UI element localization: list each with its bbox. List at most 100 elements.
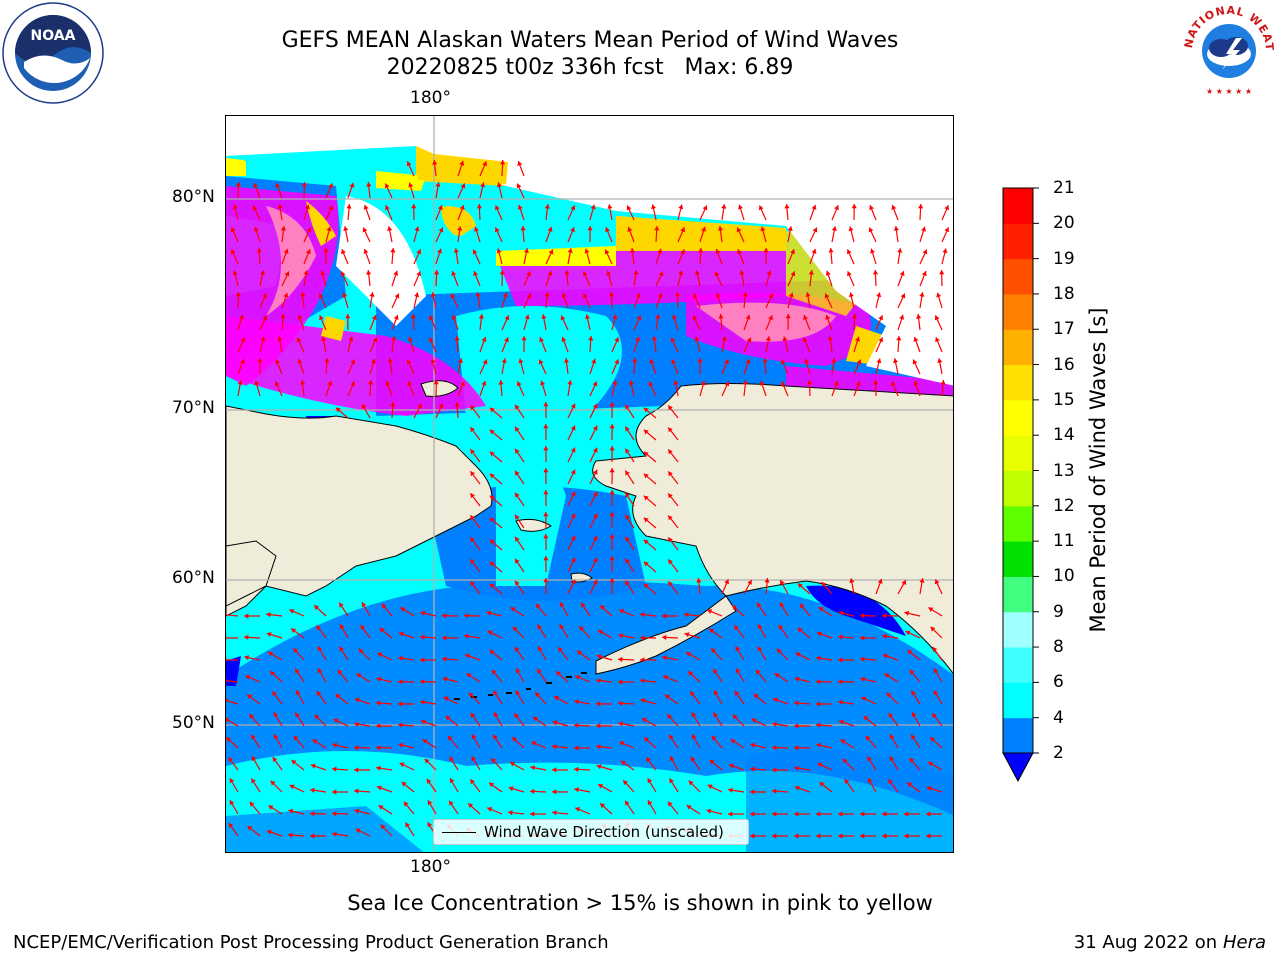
wind-arrow-head (855, 381, 861, 387)
wind-arrow-head (433, 380, 439, 385)
wind-arrow-head (592, 447, 598, 453)
wind-arrow-head (585, 314, 590, 320)
colorbar-label: Mean Period of Wind Waves [s] (1086, 307, 1110, 633)
wind-arrow-head (345, 314, 351, 319)
wind-arrow-head (918, 204, 924, 209)
wind-arrow-head (235, 292, 241, 297)
wind-arrow-head (226, 678, 227, 684)
wind-arrow-head (247, 694, 253, 700)
wind-arrow-head (618, 700, 623, 706)
wind-arrow-head (280, 226, 286, 231)
wind-arrow-head (794, 723, 799, 729)
wind-arrow-head (724, 381, 730, 387)
wind-arrow-head (435, 182, 441, 187)
wind-arrow-head (643, 561, 649, 567)
wind-arrow-head (340, 271, 346, 277)
wind-arrow-head (803, 315, 808, 321)
wind-arrow-head (625, 404, 630, 410)
wind-arrow-head (684, 612, 689, 618)
wind-arrow-head (575, 807, 581, 812)
wind-arrow-head (596, 744, 601, 750)
wind-arrow-head (316, 691, 322, 696)
wind-arrow-head (277, 204, 283, 209)
wind-arrow-head (574, 787, 579, 793)
wind-arrow-head (643, 495, 649, 501)
wind-arrow-head (736, 227, 742, 233)
wind-arrow-head (581, 602, 586, 608)
bottom-longitude-label: 180° (410, 857, 451, 877)
wind-arrow-head (784, 204, 790, 209)
wind-arrow-head (588, 336, 594, 341)
wind-arrow-head (865, 735, 871, 741)
wind-arrow-head (249, 801, 255, 807)
colorbar-tick-label: 2 (1053, 743, 1064, 763)
wind-arrow-head (335, 407, 341, 413)
wind-arrow-head (284, 271, 290, 277)
wind-arrow-head (291, 628, 297, 634)
wind-arrow-head (398, 631, 404, 637)
wind-arrow-head (544, 292, 550, 297)
wind-arrow-head (912, 359, 918, 365)
wind-arrow-head (238, 314, 244, 320)
wind-arrow-head (489, 473, 495, 479)
wind-arrow-head (482, 359, 488, 365)
wind-arrow-head (283, 249, 289, 254)
wind-arrow-head (468, 692, 474, 698)
wind-arrow-head (535, 603, 541, 609)
wind-arrow-head (922, 249, 928, 255)
wind-arrow-head (932, 647, 938, 652)
wind-arrow-head (750, 833, 755, 839)
wind-arrow-head (746, 337, 752, 343)
wind-arrow-head (273, 712, 279, 718)
wind-arrow-head (314, 605, 320, 610)
wind-arrow-head (512, 626, 518, 632)
wind-arrow-head (745, 359, 751, 364)
wind-arrow-head (244, 613, 249, 619)
wind-arrow-head (376, 723, 381, 729)
wind-arrow-head (411, 204, 417, 209)
wind-arrow-head (934, 315, 940, 321)
wind-arrow-head (517, 161, 523, 166)
wind-arrow-head (229, 778, 235, 784)
wind-arrow-head (355, 828, 361, 834)
wind-arrow-head (614, 359, 620, 365)
wind-arrow-head (625, 536, 630, 542)
footer-date: 31 Aug 2022 on Hera (1074, 932, 1266, 953)
wind-arrow-head (515, 492, 520, 498)
wind-arrow-head (543, 512, 549, 517)
wind-arrow-head (297, 359, 303, 364)
wind-arrow-head (643, 539, 649, 545)
wind-arrow-head (612, 314, 618, 320)
wind-arrow-head (640, 678, 645, 684)
wind-arrow-head (470, 712, 476, 718)
wind-arrow-head (928, 761, 934, 767)
wind-arrow-head (609, 402, 615, 407)
wind-arrow-head (346, 204, 352, 209)
wind-arrow-head (671, 359, 676, 365)
wind-arrow-head (680, 227, 686, 233)
wind-arrow-head (293, 735, 299, 741)
wind-arrow-head (303, 270, 309, 275)
wind-arrow-head (668, 581, 673, 587)
wind-arrow-head (526, 271, 531, 277)
wind-arrow-head (400, 607, 406, 612)
wind-arrow-head (625, 426, 630, 432)
wind-arrow-head (732, 605, 737, 611)
wind-arrow-head (816, 811, 821, 817)
wind-arrow-head (471, 756, 477, 762)
wind-arrow-head (640, 657, 645, 663)
wind-arrow-head (526, 293, 532, 299)
wind-arrow-head (654, 226, 660, 231)
wind-arrow-head (794, 745, 799, 751)
wind-arrow-head (245, 675, 251, 680)
wind-arrow-head (899, 271, 905, 276)
wind-arrow-head (570, 557, 576, 563)
wind-arrow-head (646, 757, 651, 763)
wind-arrow-head (540, 380, 546, 386)
wind-arrow-head (393, 315, 399, 320)
wind-arrow-head (840, 739, 846, 744)
wind-arrow-head (751, 718, 757, 724)
wind-arrow-head (860, 833, 865, 839)
wind-arrow-head (600, 803, 605, 809)
lat-label-80: 80°N (172, 187, 215, 207)
